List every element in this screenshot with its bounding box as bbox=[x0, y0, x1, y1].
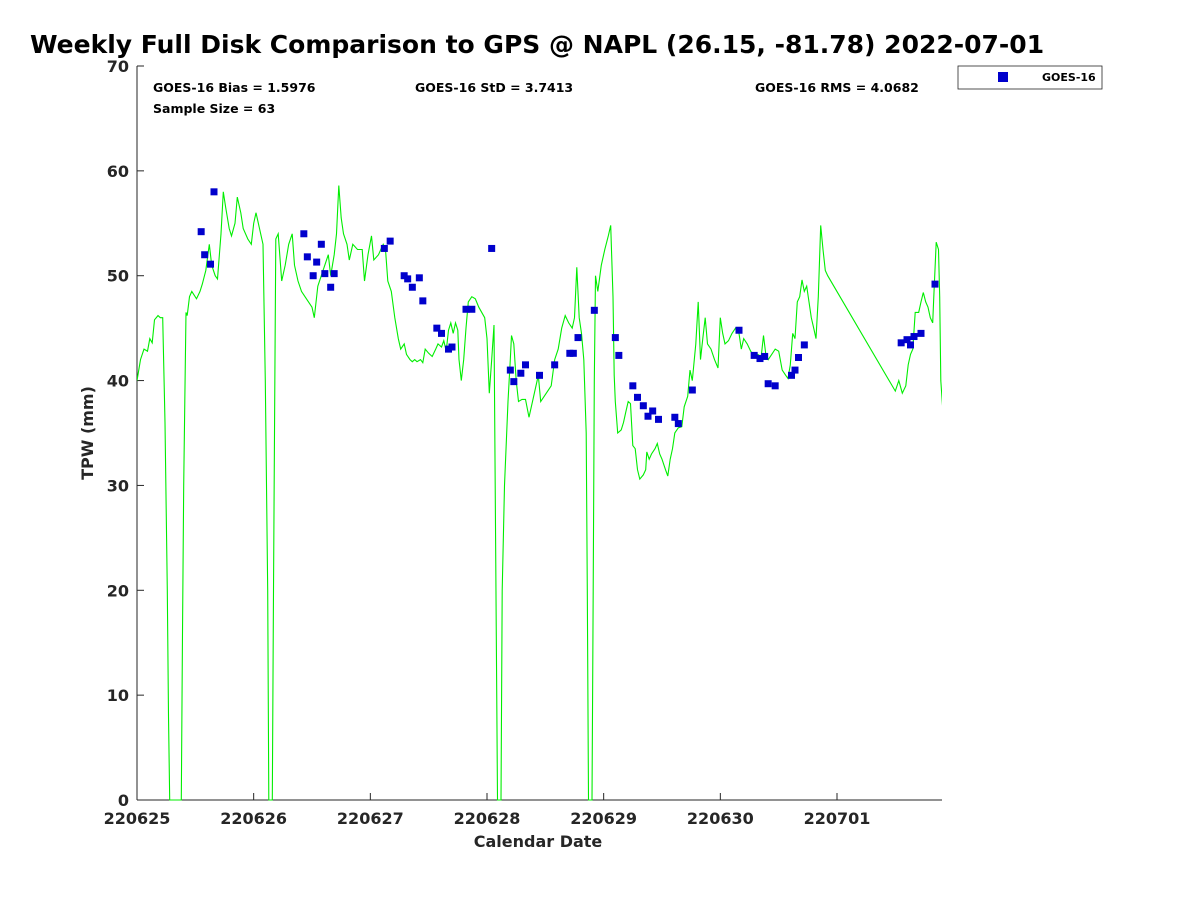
goes16-point bbox=[795, 354, 802, 362]
goes16-point bbox=[590, 306, 598, 314]
legend-marker bbox=[998, 72, 1008, 82]
goes16-point bbox=[433, 324, 441, 332]
goes16-point bbox=[197, 228, 205, 236]
goes16-point bbox=[903, 336, 911, 344]
goes16-point bbox=[917, 329, 925, 337]
goes-marker-layer bbox=[197, 188, 939, 428]
goes16-point bbox=[688, 386, 696, 394]
chart-title: Weekly Full Disk Comparison to GPS @ NAP… bbox=[30, 30, 1045, 59]
goes16-point bbox=[735, 326, 743, 334]
goes16-point bbox=[448, 343, 456, 351]
legend-label-goes16: GOES-16 bbox=[1042, 71, 1096, 84]
y-tick-label: 40 bbox=[107, 372, 129, 391]
goes16-point bbox=[327, 283, 335, 291]
goes16-point bbox=[791, 366, 799, 374]
goes16-point bbox=[506, 366, 514, 374]
goes16-point bbox=[639, 402, 647, 410]
goes16-point bbox=[634, 393, 641, 401]
x-axis-label: Calendar Date bbox=[474, 832, 603, 851]
goes16-point bbox=[931, 280, 939, 288]
legend-box bbox=[957, 65, 1103, 90]
goes16-point bbox=[438, 329, 445, 337]
goes16-point bbox=[756, 355, 764, 363]
goes16-point bbox=[569, 349, 577, 357]
goes16-point bbox=[317, 240, 325, 248]
gps-line-layer bbox=[137, 185, 942, 801]
goes16-point bbox=[468, 305, 476, 313]
gps-tpw-line bbox=[137, 185, 942, 801]
goes16-point bbox=[629, 382, 637, 390]
rms-annotation: GOES-16 RMS = 4.0682 bbox=[755, 80, 919, 95]
goes16-point bbox=[615, 351, 623, 359]
y-tick-label: 10 bbox=[107, 686, 129, 705]
x-tick-label: 220628 bbox=[454, 809, 521, 828]
goes16-point bbox=[313, 258, 321, 266]
y-tick-label: 60 bbox=[107, 162, 129, 181]
goes16-point bbox=[300, 230, 308, 238]
goes16-point bbox=[386, 237, 394, 245]
goes16-point bbox=[649, 407, 657, 415]
goes16-point bbox=[674, 420, 682, 428]
goes16-point bbox=[764, 380, 772, 388]
goes16-point bbox=[574, 334, 582, 342]
bias-annotation: GOES-16 Bias = 1.5976 bbox=[153, 80, 316, 95]
goes16-point bbox=[207, 260, 214, 268]
goes16-point bbox=[303, 253, 311, 261]
goes16-point bbox=[671, 413, 679, 421]
goes16-point bbox=[551, 361, 559, 369]
goes16-point bbox=[800, 341, 808, 349]
x-tick-label: 220701 bbox=[804, 809, 871, 828]
goes16-point bbox=[210, 188, 218, 196]
goes16-point bbox=[910, 333, 918, 341]
goes16-point bbox=[522, 361, 529, 369]
goes16-point bbox=[462, 305, 470, 313]
y-axis-label: TPW (mm) bbox=[78, 386, 97, 480]
goes16-point bbox=[750, 351, 758, 359]
goes16-point bbox=[510, 378, 518, 386]
x-tick-label: 220629 bbox=[570, 809, 637, 828]
stats-annotations: GOES-16 Bias = 1.5976 Sample Size = 63 G… bbox=[153, 80, 919, 116]
axes-layer: 0 10 20 30 40 50 60 70 220625 220626 220627 220628 2… bbox=[104, 57, 942, 828]
x-tick-label: 220627 bbox=[337, 809, 404, 828]
legend: GOES-16 bbox=[957, 65, 1103, 90]
goes16-point bbox=[488, 244, 496, 252]
goes16-point bbox=[897, 339, 905, 347]
goes16-point bbox=[408, 283, 416, 291]
goes16-point bbox=[321, 270, 329, 278]
goes16-point bbox=[517, 369, 525, 377]
x-tick-label: 220626 bbox=[220, 809, 287, 828]
goes16-point bbox=[655, 415, 662, 423]
goes16-point bbox=[380, 244, 388, 252]
y-tick-label: 0 bbox=[118, 791, 129, 810]
x-tick-label: 220630 bbox=[687, 809, 754, 828]
goes16-point bbox=[309, 272, 317, 280]
goes16-point bbox=[761, 352, 769, 360]
y-tick-label: 30 bbox=[107, 476, 129, 495]
goes16-point bbox=[404, 275, 412, 283]
goes16-point bbox=[771, 382, 779, 390]
y-tick-label: 70 bbox=[107, 57, 129, 76]
sample-size-annotation: Sample Size = 63 bbox=[153, 101, 275, 116]
goes16-point bbox=[788, 371, 795, 379]
goes16-point bbox=[611, 334, 619, 342]
goes16-point bbox=[201, 251, 209, 259]
goes16-point bbox=[419, 297, 427, 305]
x-tick-label: 220625 bbox=[104, 809, 171, 828]
y-tick-label: 50 bbox=[107, 267, 129, 286]
y-tick-label: 20 bbox=[107, 581, 129, 600]
goes16-point bbox=[907, 341, 914, 349]
goes16-point bbox=[536, 371, 543, 379]
goes16-point bbox=[415, 274, 423, 282]
goes16-point bbox=[644, 412, 652, 420]
std-annotation: GOES-16 StD = 3.7413 bbox=[415, 80, 573, 95]
goes16-point bbox=[330, 270, 338, 278]
